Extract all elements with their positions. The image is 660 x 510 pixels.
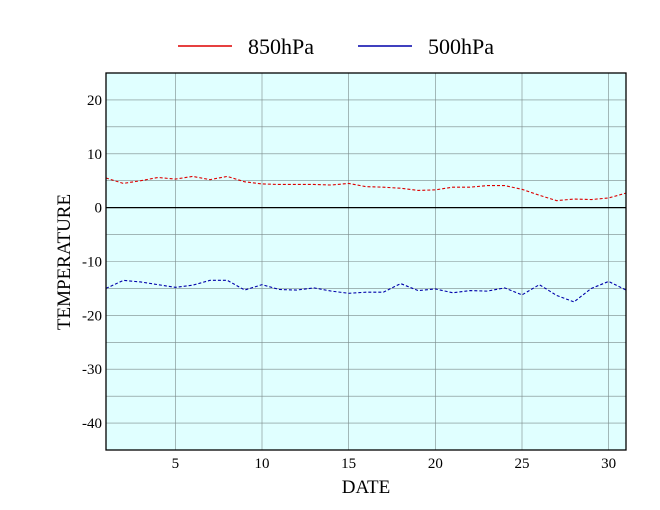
legend-label-850hpa: 850hPa [248, 34, 314, 59]
x-tick-label: 10 [255, 456, 270, 472]
y-tick-label: 0 [95, 201, 103, 217]
y-axis-title: TEMPERATURE [54, 194, 75, 330]
y-tick-label: 20 [87, 93, 102, 109]
y-tick-label: -30 [82, 362, 102, 378]
y-tick-label: -40 [82, 416, 102, 432]
x-tick-label: 15 [341, 456, 356, 472]
x-axis-title: DATE [342, 477, 391, 498]
y-tick-label: -20 [82, 308, 102, 324]
y-tick-label: -10 [82, 255, 102, 271]
legend: 850hPa 500hPa [178, 34, 494, 59]
series-layer [105, 175, 627, 303]
legend-label-500hpa: 500hPa [428, 34, 494, 59]
x-tick-label: 30 [601, 456, 616, 472]
series-line-500hpa [105, 279, 627, 303]
x-tick-label: 5 [172, 456, 180, 472]
plot-frame [105, 72, 627, 451]
grid [106, 73, 626, 450]
x-tick-label: 25 [515, 456, 530, 472]
y-tick-label: 10 [87, 147, 102, 163]
tick-labels: 5 10 15 20 25 30 -40 -30 -20 -10 0 10 20 [82, 93, 616, 472]
x-tick-label: 20 [428, 456, 443, 472]
